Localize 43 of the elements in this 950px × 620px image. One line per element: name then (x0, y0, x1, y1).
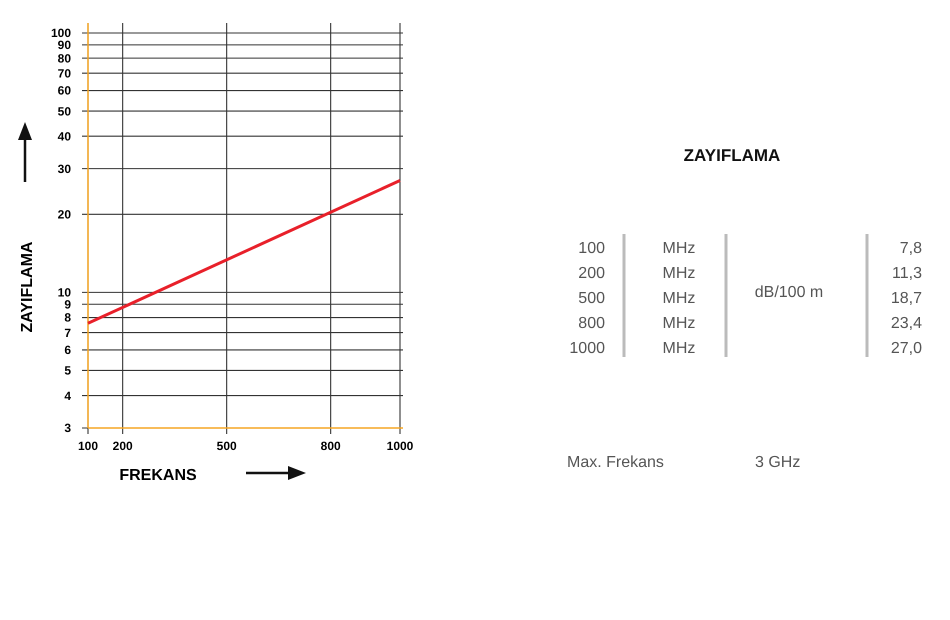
y-tick-label: 20 (58, 207, 72, 222)
y-tick-label: 50 (58, 104, 72, 118)
text: Max. Frekans (567, 454, 664, 471)
y-tick-label: 5 (64, 364, 72, 378)
text: MHz (662, 265, 696, 282)
y-axis-title: ZAYIFLAMA (19, 241, 36, 332)
text: 7,8 (900, 240, 922, 257)
text: 200 (578, 265, 606, 282)
text: 27,0 (890, 340, 922, 357)
text: MHz (662, 240, 696, 257)
x-tick-label: 200 (112, 439, 133, 453)
y-tick-label: 60 (58, 84, 72, 98)
text: 1000 (569, 340, 606, 357)
text: 3 GHz (755, 454, 800, 471)
text: 800 (578, 315, 606, 332)
text: MHz (662, 340, 696, 357)
text: ZAYIFLAMA (684, 146, 780, 165)
x-tick-label: 800 (320, 439, 341, 453)
x-tick-label: 500 (216, 439, 237, 453)
text: 11,3 (892, 265, 922, 282)
text: 18,7 (890, 290, 922, 307)
y-tick-label: 7 (64, 326, 72, 340)
text: MHz (662, 315, 696, 332)
y-tick-label: 80 (58, 51, 72, 66)
x-tick-label: 100 (78, 439, 98, 453)
y-tick-label: 90 (58, 38, 72, 52)
y-tick-label: 8 (64, 310, 72, 325)
y-tick-label: 9 (64, 297, 72, 312)
x-axis-title: FREKANS (119, 467, 197, 484)
y-tick-label: 30 (58, 162, 72, 176)
x-tick-label: 1000 (386, 439, 414, 453)
y-tick-label: 4 (64, 388, 72, 403)
y-tick-label: 10 (58, 286, 72, 300)
text: 500 (578, 290, 606, 307)
y-tick-label: 40 (58, 129, 72, 144)
y-tick-label: 100 (50, 26, 72, 40)
text: 23,4 (890, 315, 922, 332)
text: dB/100 m (754, 284, 824, 301)
text: MHz (662, 290, 696, 307)
y-tick-label: 3 (64, 421, 72, 436)
y-tick-label: 70 (58, 66, 72, 80)
y-tick-label: 6 (64, 343, 72, 358)
text: 100 (578, 240, 606, 257)
